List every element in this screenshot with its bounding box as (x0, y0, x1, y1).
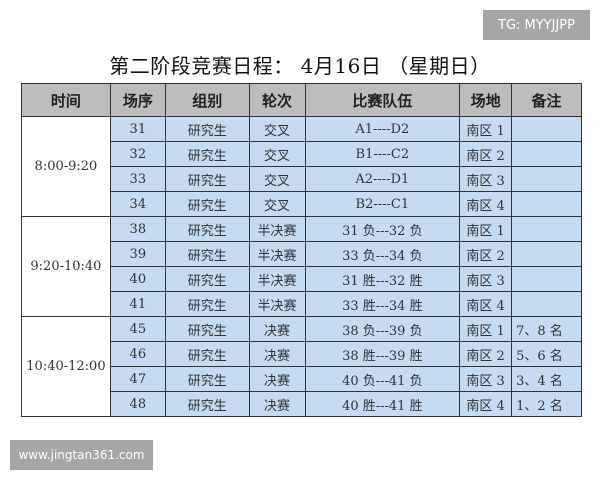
teams: B1----C2 (304, 141, 461, 167)
teams: 33 负---34 负 (304, 241, 461, 267)
match-number: 46 (109, 341, 166, 367)
table-row: 48 研究生 决赛 40 胜---41 胜南区 4 1、2 名 (22, 391, 582, 417)
table-row: 10:40-12:00 45 研究生 决赛 38 负---39 负南区 1 7、8 名 (21, 316, 582, 417)
group: 研究生 (164, 116, 250, 142)
match-number: 47 (109, 366, 166, 392)
note (511, 241, 582, 267)
venue: 南区 2 (459, 341, 513, 367)
match-number: 45 (109, 316, 166, 342)
watermark-top: TG: MYYJJPP (483, 10, 590, 40)
time-slot: 10:40-12:00 (21, 316, 111, 417)
round: 交叉 (248, 116, 306, 142)
round: 半决赛 (248, 241, 306, 267)
teams: 40 负---41 负 (304, 366, 461, 392)
match-number: 41 (109, 291, 166, 317)
venue: 南区 4 (459, 191, 513, 217)
group: 研究生 (164, 341, 250, 367)
note (511, 141, 582, 167)
match-number: 31 (109, 116, 166, 142)
table-row: 46 研究生 决赛 38 胜---39 胜南区 2 5、6 名 (22, 341, 582, 367)
table-row: 9:20-10:40 38 研究生 半决赛 31 负---32 负南区 1 (21, 216, 582, 317)
match-number: 33 (109, 166, 166, 192)
venue: 南区 1 (459, 316, 513, 342)
match-number: 32 (109, 141, 166, 167)
note: 3、4 名 (511, 366, 582, 392)
match-number: 34 (109, 191, 166, 217)
venue: 南区 4 (459, 391, 513, 417)
group: 研究生 (164, 366, 250, 392)
group: 研究生 (164, 291, 250, 317)
note: 5、6 名 (511, 341, 582, 367)
teams: B2----C1 (304, 191, 461, 217)
teams: 38 负---39 负 (304, 316, 461, 342)
column-header: 时间 (21, 83, 111, 117)
group: 研究生 (164, 266, 250, 292)
venue: 南区 3 (459, 366, 513, 392)
venue: 南区 4 (459, 291, 513, 317)
round: 交叉 (248, 191, 306, 217)
column-header: 轮次 (248, 83, 306, 117)
watermark-bottom: www.jingtan361.com (10, 440, 153, 470)
match-number: 40 (109, 266, 166, 292)
group: 研究生 (164, 241, 250, 267)
teams: 31 负---32 负 (304, 216, 461, 242)
page-title: 第二阶段竞赛日程： 4月16日 （星期日） (109, 54, 491, 78)
venue: 南区 2 (459, 241, 513, 267)
note (511, 266, 582, 292)
group: 研究生 (164, 316, 250, 342)
round: 决赛 (248, 341, 306, 367)
column-header: 比赛队伍 (304, 83, 461, 117)
round: 交叉 (248, 141, 306, 167)
round: 决赛 (248, 316, 306, 342)
round: 半决赛 (248, 291, 306, 317)
group: 研究生 (164, 141, 250, 167)
group: 研究生 (164, 391, 250, 417)
match-number: 38 (109, 216, 166, 242)
note: 7、8 名 (511, 316, 582, 342)
schedule-table: 时间 场序 组别 轮次 比赛队伍 场地 备注 8:00-9:20 31 研究生 交叉 A1----D… (21, 83, 582, 417)
note (511, 166, 582, 192)
teams: 33 胜---34 胜 (304, 291, 461, 317)
teams: A2----D1 (304, 166, 461, 192)
table-row: 39 研究生 半决赛 33 负---34 负南区 2 (22, 241, 582, 267)
note (511, 116, 582, 142)
header-row: 时间 场序 组别 轮次 比赛队伍 场地 备注 (21, 83, 582, 117)
round: 决赛 (248, 391, 306, 417)
teams: 31 胜---32 胜 (304, 266, 461, 292)
table-row: 33 研究生 交叉 A2----D1 南区 3 (22, 166, 582, 192)
round: 半决赛 (248, 216, 306, 242)
group: 研究生 (164, 166, 250, 192)
match-number: 48 (109, 391, 166, 417)
venue: 南区 3 (459, 166, 513, 192)
match-number: 39 (109, 241, 166, 267)
note (511, 291, 582, 317)
column-header: 场地 (459, 83, 513, 117)
table-row: 32 研究生 交叉 B1----C2 南区 2 (22, 141, 582, 167)
table-row: 40 研究生 半决赛 31 胜---32 胜南区 3 (22, 266, 582, 292)
note: 1、2 名 (511, 391, 582, 417)
time-slot: 9:20-10:40 (21, 216, 111, 317)
venue: 南区 2 (459, 141, 513, 167)
venue: 南区 1 (459, 216, 513, 242)
teams: 38 胜---39 胜 (304, 341, 461, 367)
round: 半决赛 (248, 266, 306, 292)
column-header: 组别 (164, 83, 250, 117)
venue: 南区 3 (459, 266, 513, 292)
table-row: 8:00-9:20 31 研究生 交叉 A1----D2 南区 1 (21, 116, 582, 217)
group: 研究生 (164, 216, 250, 242)
column-header: 场序 (109, 83, 166, 117)
group: 研究生 (164, 191, 250, 217)
venue: 南区 1 (459, 116, 513, 142)
table-row: 34 研究生 交叉 B2----C1 南区 4 (22, 191, 582, 217)
round: 交叉 (248, 166, 306, 192)
time-slot: 8:00-9:20 (21, 116, 111, 217)
note (511, 191, 582, 217)
note (511, 216, 582, 242)
column-header: 备注 (511, 83, 582, 117)
teams: 40 胜---41 胜 (304, 391, 461, 417)
round: 决赛 (248, 366, 306, 392)
teams: A1----D2 (304, 116, 461, 142)
